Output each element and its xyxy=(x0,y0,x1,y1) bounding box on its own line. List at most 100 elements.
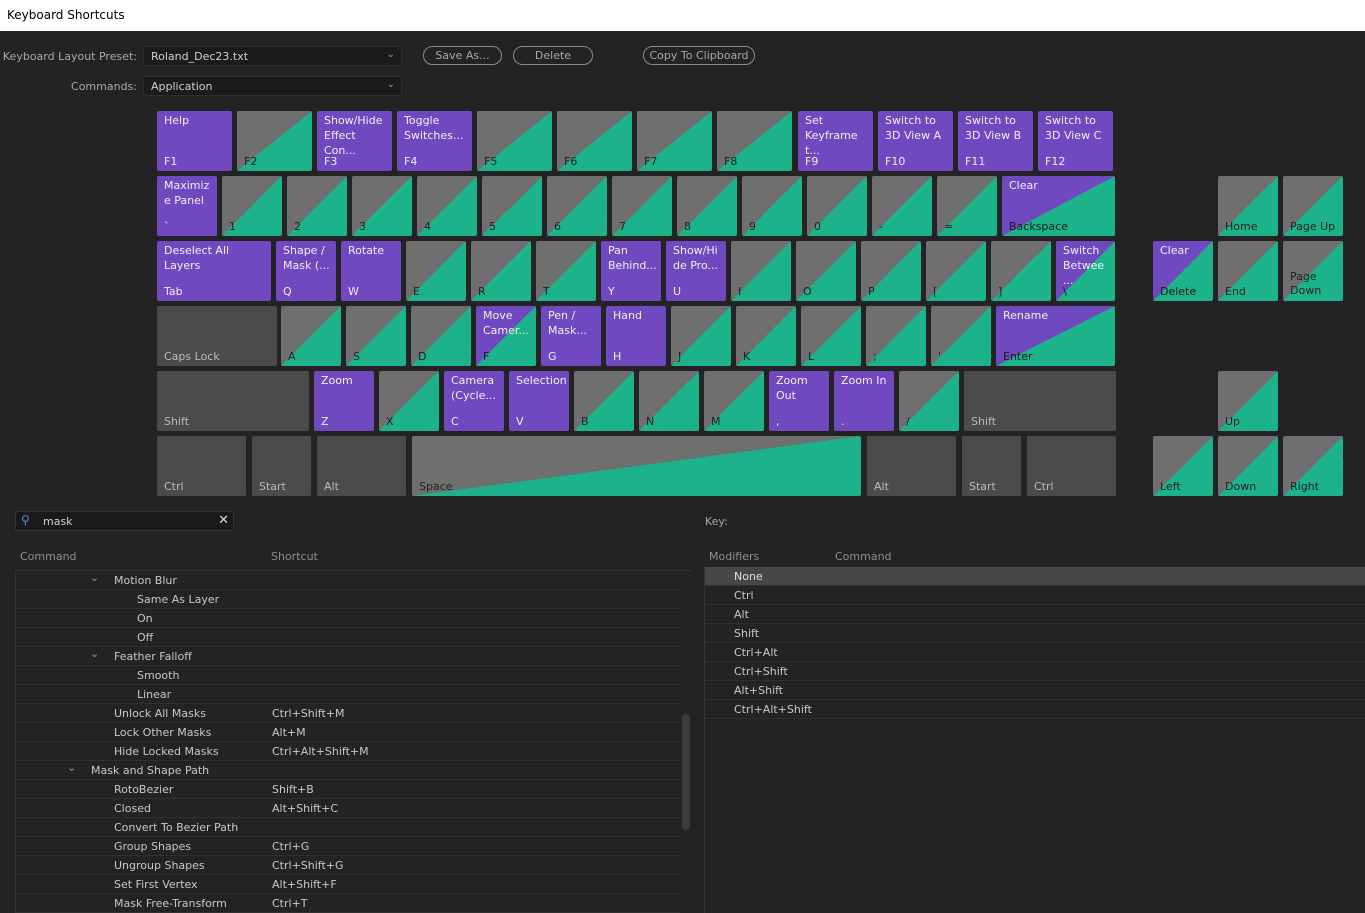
key-shift[interactable]: Shift xyxy=(964,371,1116,431)
copy-to-clipboard-button[interactable]: Copy To Clipboard xyxy=(643,46,755,65)
key-symbol[interactable]: [ xyxy=(926,241,986,301)
key-end[interactable]: End xyxy=(1218,241,1278,301)
table-row[interactable]: ⌄ Feather Falloff xyxy=(16,647,680,666)
table-row[interactable]: Same As Layer xyxy=(16,590,680,609)
key-f11[interactable]: Switch to 3D View B F11 xyxy=(958,111,1033,171)
table-row[interactable]: Ungroup Shapes Ctrl+Shift+G xyxy=(16,856,680,875)
key-u[interactable]: Show/Hi de Pro... U xyxy=(666,241,726,301)
column-header-shortcut[interactable]: Shortcut xyxy=(271,550,318,563)
key-f12[interactable]: Switch to 3D View C F12 xyxy=(1038,111,1113,171)
chevron-down-icon[interactable]: ⌄ xyxy=(67,761,77,774)
key-alt[interactable]: Alt xyxy=(317,436,406,496)
key-d[interactable]: D xyxy=(411,306,471,366)
key-up[interactable]: Up xyxy=(1218,371,1278,431)
table-row[interactable]: RotoBezier Shift+B xyxy=(16,780,680,799)
table-row[interactable]: ⌄ Mask and Shape Path xyxy=(16,761,680,780)
key-f3[interactable]: Show/Hide Effect Con... F3 xyxy=(317,111,392,171)
key-l[interactable]: L xyxy=(801,306,861,366)
key-4[interactable]: 4 xyxy=(417,176,477,236)
key-page-down[interactable]: Page Down xyxy=(1283,241,1343,301)
key-symbol[interactable]: Maximiz e Panel ` xyxy=(157,176,217,236)
table-row[interactable]: Linear xyxy=(16,685,680,704)
table-row[interactable]: ⌄ Motion Blur xyxy=(16,571,680,590)
key-left[interactable]: Left xyxy=(1153,436,1213,496)
key-s[interactable]: S xyxy=(346,306,406,366)
key-o[interactable]: O xyxy=(796,241,856,301)
key-x[interactable]: X xyxy=(379,371,439,431)
modifier-row[interactable]: Shift xyxy=(705,624,1365,643)
key-f1[interactable]: Help F1 xyxy=(157,111,232,171)
chevron-down-icon[interactable]: ⌄ xyxy=(90,647,100,660)
key-v[interactable]: Selection V xyxy=(509,371,569,431)
key-f[interactable]: Move Camer... F xyxy=(476,306,536,366)
key-c[interactable]: Camera (Cycle... C xyxy=(444,371,504,431)
key-backspace[interactable]: Clear Backspace xyxy=(1002,176,1115,236)
key-symbol[interactable]: Zoom In. xyxy=(834,371,894,431)
key-2[interactable]: 2 xyxy=(287,176,347,236)
preset-dropdown[interactable]: Roland_Dec23.txt ⌄ xyxy=(143,46,402,66)
key-7[interactable]: 7 xyxy=(612,176,672,236)
key-9[interactable]: 9 xyxy=(742,176,802,236)
modifier-row[interactable]: Ctrl xyxy=(705,586,1365,605)
modifier-row[interactable]: Ctrl+Alt xyxy=(705,643,1365,662)
table-row[interactable]: Hide Locked Masks Ctrl+Alt+Shift+M xyxy=(16,742,680,761)
modifier-row[interactable]: Alt+Shift xyxy=(705,681,1365,700)
key-start[interactable]: Start xyxy=(252,436,311,496)
key-alt[interactable]: Alt xyxy=(867,436,956,496)
commands-dropdown[interactable]: Application ⌄ xyxy=(143,76,402,96)
table-row[interactable]: Smooth xyxy=(16,666,680,685)
key-ctrl[interactable]: Ctrl xyxy=(1027,436,1116,496)
key-3[interactable]: 3 xyxy=(352,176,412,236)
table-row[interactable]: Set First Vertex Alt+Shift+F xyxy=(16,875,680,894)
key-p[interactable]: P xyxy=(861,241,921,301)
key-shift[interactable]: Shift xyxy=(157,371,309,431)
key-t[interactable]: T xyxy=(536,241,596,301)
key-r[interactable]: R xyxy=(471,241,531,301)
table-row[interactable]: Off xyxy=(16,628,680,647)
key-delete[interactable]: Clear Delete xyxy=(1153,241,1213,301)
modifier-row[interactable]: Ctrl+Alt+Shift xyxy=(705,700,1365,719)
key-5[interactable]: 5 xyxy=(482,176,542,236)
key-symbol[interactable]: ] xyxy=(991,241,1051,301)
key-symbol[interactable]: / xyxy=(899,371,959,431)
modifier-row[interactable]: Ctrl+Shift xyxy=(705,662,1365,681)
key-symbol[interactable]: ; xyxy=(866,306,926,366)
table-row[interactable]: Convert To Bezier Path xyxy=(16,818,680,837)
key-page-up[interactable]: Page Up xyxy=(1283,176,1343,236)
key-f10[interactable]: Switch to 3D View A F10 xyxy=(878,111,953,171)
scrollbar[interactable] xyxy=(682,714,690,830)
key-ctrl[interactable]: Ctrl xyxy=(157,436,246,496)
key-y[interactable]: Pan Behind... Y xyxy=(601,241,661,301)
key-q[interactable]: Shape / Mask (... Q xyxy=(276,241,336,301)
key-a[interactable]: A xyxy=(281,306,341,366)
key-enter[interactable]: Rename Enter xyxy=(996,306,1115,366)
table-row[interactable]: On xyxy=(16,609,680,628)
modifier-row[interactable]: Alt xyxy=(705,605,1365,624)
key-n[interactable]: N xyxy=(639,371,699,431)
key-symbol[interactable]: = xyxy=(937,176,997,236)
key-right[interactable]: Right xyxy=(1283,436,1343,496)
key-f8[interactable]: F8 xyxy=(717,111,792,171)
modifier-row[interactable]: None xyxy=(705,567,1365,586)
key-f7[interactable]: F7 xyxy=(637,111,712,171)
key-w[interactable]: Rotate W xyxy=(341,241,401,301)
search-input[interactable]: ⚲ mask ✕ xyxy=(15,511,234,531)
chevron-down-icon[interactable]: ⌄ xyxy=(90,571,100,584)
table-row[interactable]: Group Shapes Ctrl+G xyxy=(16,837,680,856)
key-g[interactable]: Pen / Mask... G xyxy=(541,306,601,366)
key-f6[interactable]: F6 xyxy=(557,111,632,171)
key-k[interactable]: K xyxy=(736,306,796,366)
delete-button[interactable]: Delete xyxy=(513,46,593,65)
key-home[interactable]: Home xyxy=(1218,176,1278,236)
key-symbol[interactable]: Switch Betwee ... \ xyxy=(1056,241,1115,301)
close-icon[interactable]: ✕ xyxy=(218,513,229,528)
key-0[interactable]: 0 xyxy=(807,176,867,236)
key-z[interactable]: Zoom Z xyxy=(314,371,374,431)
key-m[interactable]: M xyxy=(704,371,764,431)
key-8[interactable]: 8 xyxy=(677,176,737,236)
key-i[interactable]: I xyxy=(731,241,791,301)
table-row[interactable]: Mask Free-Transform Ctrl+T xyxy=(16,894,680,913)
key-f2[interactable]: F2 xyxy=(237,111,312,171)
key-tab[interactable]: Deselect All Layers Tab xyxy=(157,241,271,301)
key-down[interactable]: Down xyxy=(1218,436,1278,496)
